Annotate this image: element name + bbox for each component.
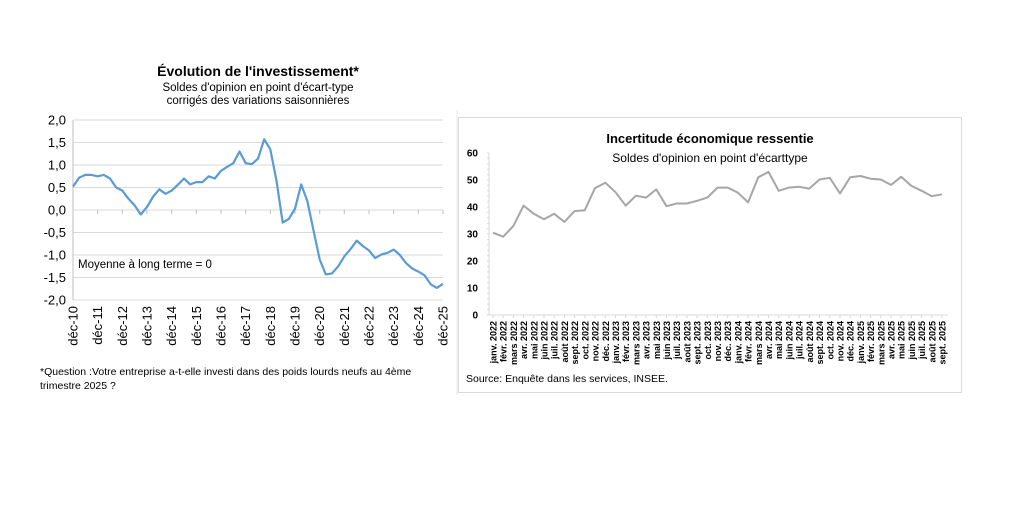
investment-series-line (72, 138, 444, 289)
x-tick-label: juil. 2022 (550, 321, 560, 360)
x-tick-label: sept. 2024 (815, 321, 825, 365)
y-tick-label: 0 (472, 311, 478, 322)
y-tick-label: 30 (467, 230, 479, 241)
x-tick-label: déc-20 (312, 306, 327, 346)
y-tick-label: 40 (467, 203, 479, 214)
x-tick-label: sept. 2023 (693, 321, 703, 365)
x-tick-label: déc-21 (337, 306, 352, 346)
x-tick-label: mai 2023 (652, 321, 662, 359)
x-tick-label: janv. 2024 (733, 321, 743, 364)
x-tick-label: déc. 2023 (723, 321, 733, 362)
uncertainty-series-line (492, 170, 943, 238)
x-tick-label: déc-25 (436, 306, 451, 346)
x-tick-label: déc. 2022 (601, 321, 611, 362)
x-tick-label: janv. 2023 (611, 321, 621, 364)
x-tick-label: déc-24 (411, 306, 426, 346)
annotation-long-term-mean: Moyenne à long terme = 0 (78, 259, 212, 271)
uncertainty-chart: Incertitude économique ressentie Soldes … (458, 117, 962, 393)
x-tick-label: mai 2025 (897, 321, 907, 359)
x-tick-label: déc-17 (238, 306, 253, 346)
x-tick-label: avr. 2022 (519, 321, 529, 359)
y-tick-label: -1,0 (44, 248, 66, 263)
x-tick-label: juin 2024 (784, 321, 794, 361)
x-tick-label: mars 2022 (509, 321, 519, 365)
y-tick-label: 10 (467, 284, 479, 295)
x-tick-label: déc-22 (362, 306, 377, 346)
x-tick-label: oct. 2023 (703, 321, 713, 360)
x-tick-label: déc-14 (164, 306, 179, 346)
x-tick-label: nov. 2024 (835, 321, 845, 361)
x-tick-label: déc. 2024 (846, 321, 856, 362)
x-tick-label: mai 2022 (529, 321, 539, 359)
x-tick-label: déc-18 (263, 306, 278, 346)
y-tick-label: 60 (467, 149, 479, 160)
x-tick-label: févr. 2024 (744, 321, 754, 362)
y-tick-label: 1,5 (48, 135, 66, 150)
chart-subtitle: corrigés des variations saisonnières (167, 95, 350, 107)
x-tick-label: nov. 2022 (591, 321, 601, 361)
chart-subtitle: Soldes d'opinion en point d'écart-type (162, 82, 353, 94)
x-tick-label: févr. 2025 (866, 321, 876, 362)
x-tick-label: sept. 2025 (938, 321, 948, 365)
y-tick-label: 1,0 (48, 158, 66, 173)
x-tick-label: avr. 2024 (764, 321, 774, 359)
x-tick-label: déc-13 (140, 306, 155, 346)
x-tick-label: oct. 2024 (825, 321, 835, 360)
x-tick-label: août 2025 (927, 321, 937, 363)
x-tick-label: sept. 2022 (570, 321, 580, 365)
chart-border (458, 117, 962, 393)
x-tick-label: déc-16 (214, 306, 229, 346)
source-note: Source: Enquête dans les services, INSEE… (466, 373, 668, 385)
chart-subtitle: Soldes d'opinion en point d'écarttype (612, 151, 808, 165)
x-tick-label: mars 2024 (754, 321, 764, 365)
x-tick-label: déc-12 (115, 306, 130, 346)
x-tick-label: nov. 2023 (713, 321, 723, 361)
x-tick-label: janv. 2025 (856, 321, 866, 364)
y-tick-label: 50 (467, 176, 479, 187)
investment-chart: Évolution de l'investissement* Soldes d'… (40, 63, 458, 395)
x-tick-label: déc-23 (386, 306, 401, 346)
x-tick-label: avr. 2025 (886, 321, 896, 359)
x-tick-label: déc-10 (66, 306, 81, 346)
x-tick-label: févr. 2023 (621, 321, 631, 362)
x-tick-label: mars 2023 (631, 321, 641, 365)
y-tick-label: 0,5 (48, 180, 66, 195)
x-tick-label: juil. 2023 (672, 321, 682, 360)
x-tick-label: juin 2025 (907, 321, 917, 361)
x-tick-label: oct. 2022 (580, 321, 590, 360)
x-tick-label: avr. 2023 (642, 321, 652, 359)
x-tick-label: mars 2025 (876, 321, 886, 365)
x-tick-label: févr. 2022 (499, 321, 509, 362)
x-tick-label: juil. 2024 (795, 321, 805, 360)
chart-title: Incertitude économique ressentie (606, 131, 813, 146)
x-tick-label: août 2023 (682, 321, 692, 363)
chart-title: Évolution de l'investissement* (157, 63, 359, 79)
x-tick-label: déc-15 (189, 306, 204, 346)
x-tick-label: déc-11 (90, 306, 105, 345)
y-tick-label: -0,5 (44, 225, 66, 240)
footnote: trimestre 2025 ? (40, 380, 116, 392)
y-tick-label: 0,0 (48, 203, 66, 218)
y-tick-label: -2,0 (44, 293, 66, 308)
y-tick-label: -1,5 (44, 270, 66, 285)
x-tick-label: août 2022 (560, 321, 570, 363)
footnote: *Question :Votre entreprise a-t-elle inv… (40, 366, 411, 378)
x-tick-label: janv. 2022 (489, 321, 499, 364)
x-tick-label: juin 2023 (662, 321, 672, 361)
x-tick-label: mai 2024 (774, 321, 784, 359)
x-tick-label: déc-19 (288, 306, 303, 346)
x-tick-label: juin 2022 (540, 321, 550, 361)
x-tick-label: juil. 2025 (917, 321, 927, 360)
y-tick-label: 20 (467, 257, 479, 268)
y-tick-label: 2,0 (48, 113, 66, 128)
x-tick-label: août 2024 (805, 321, 815, 363)
